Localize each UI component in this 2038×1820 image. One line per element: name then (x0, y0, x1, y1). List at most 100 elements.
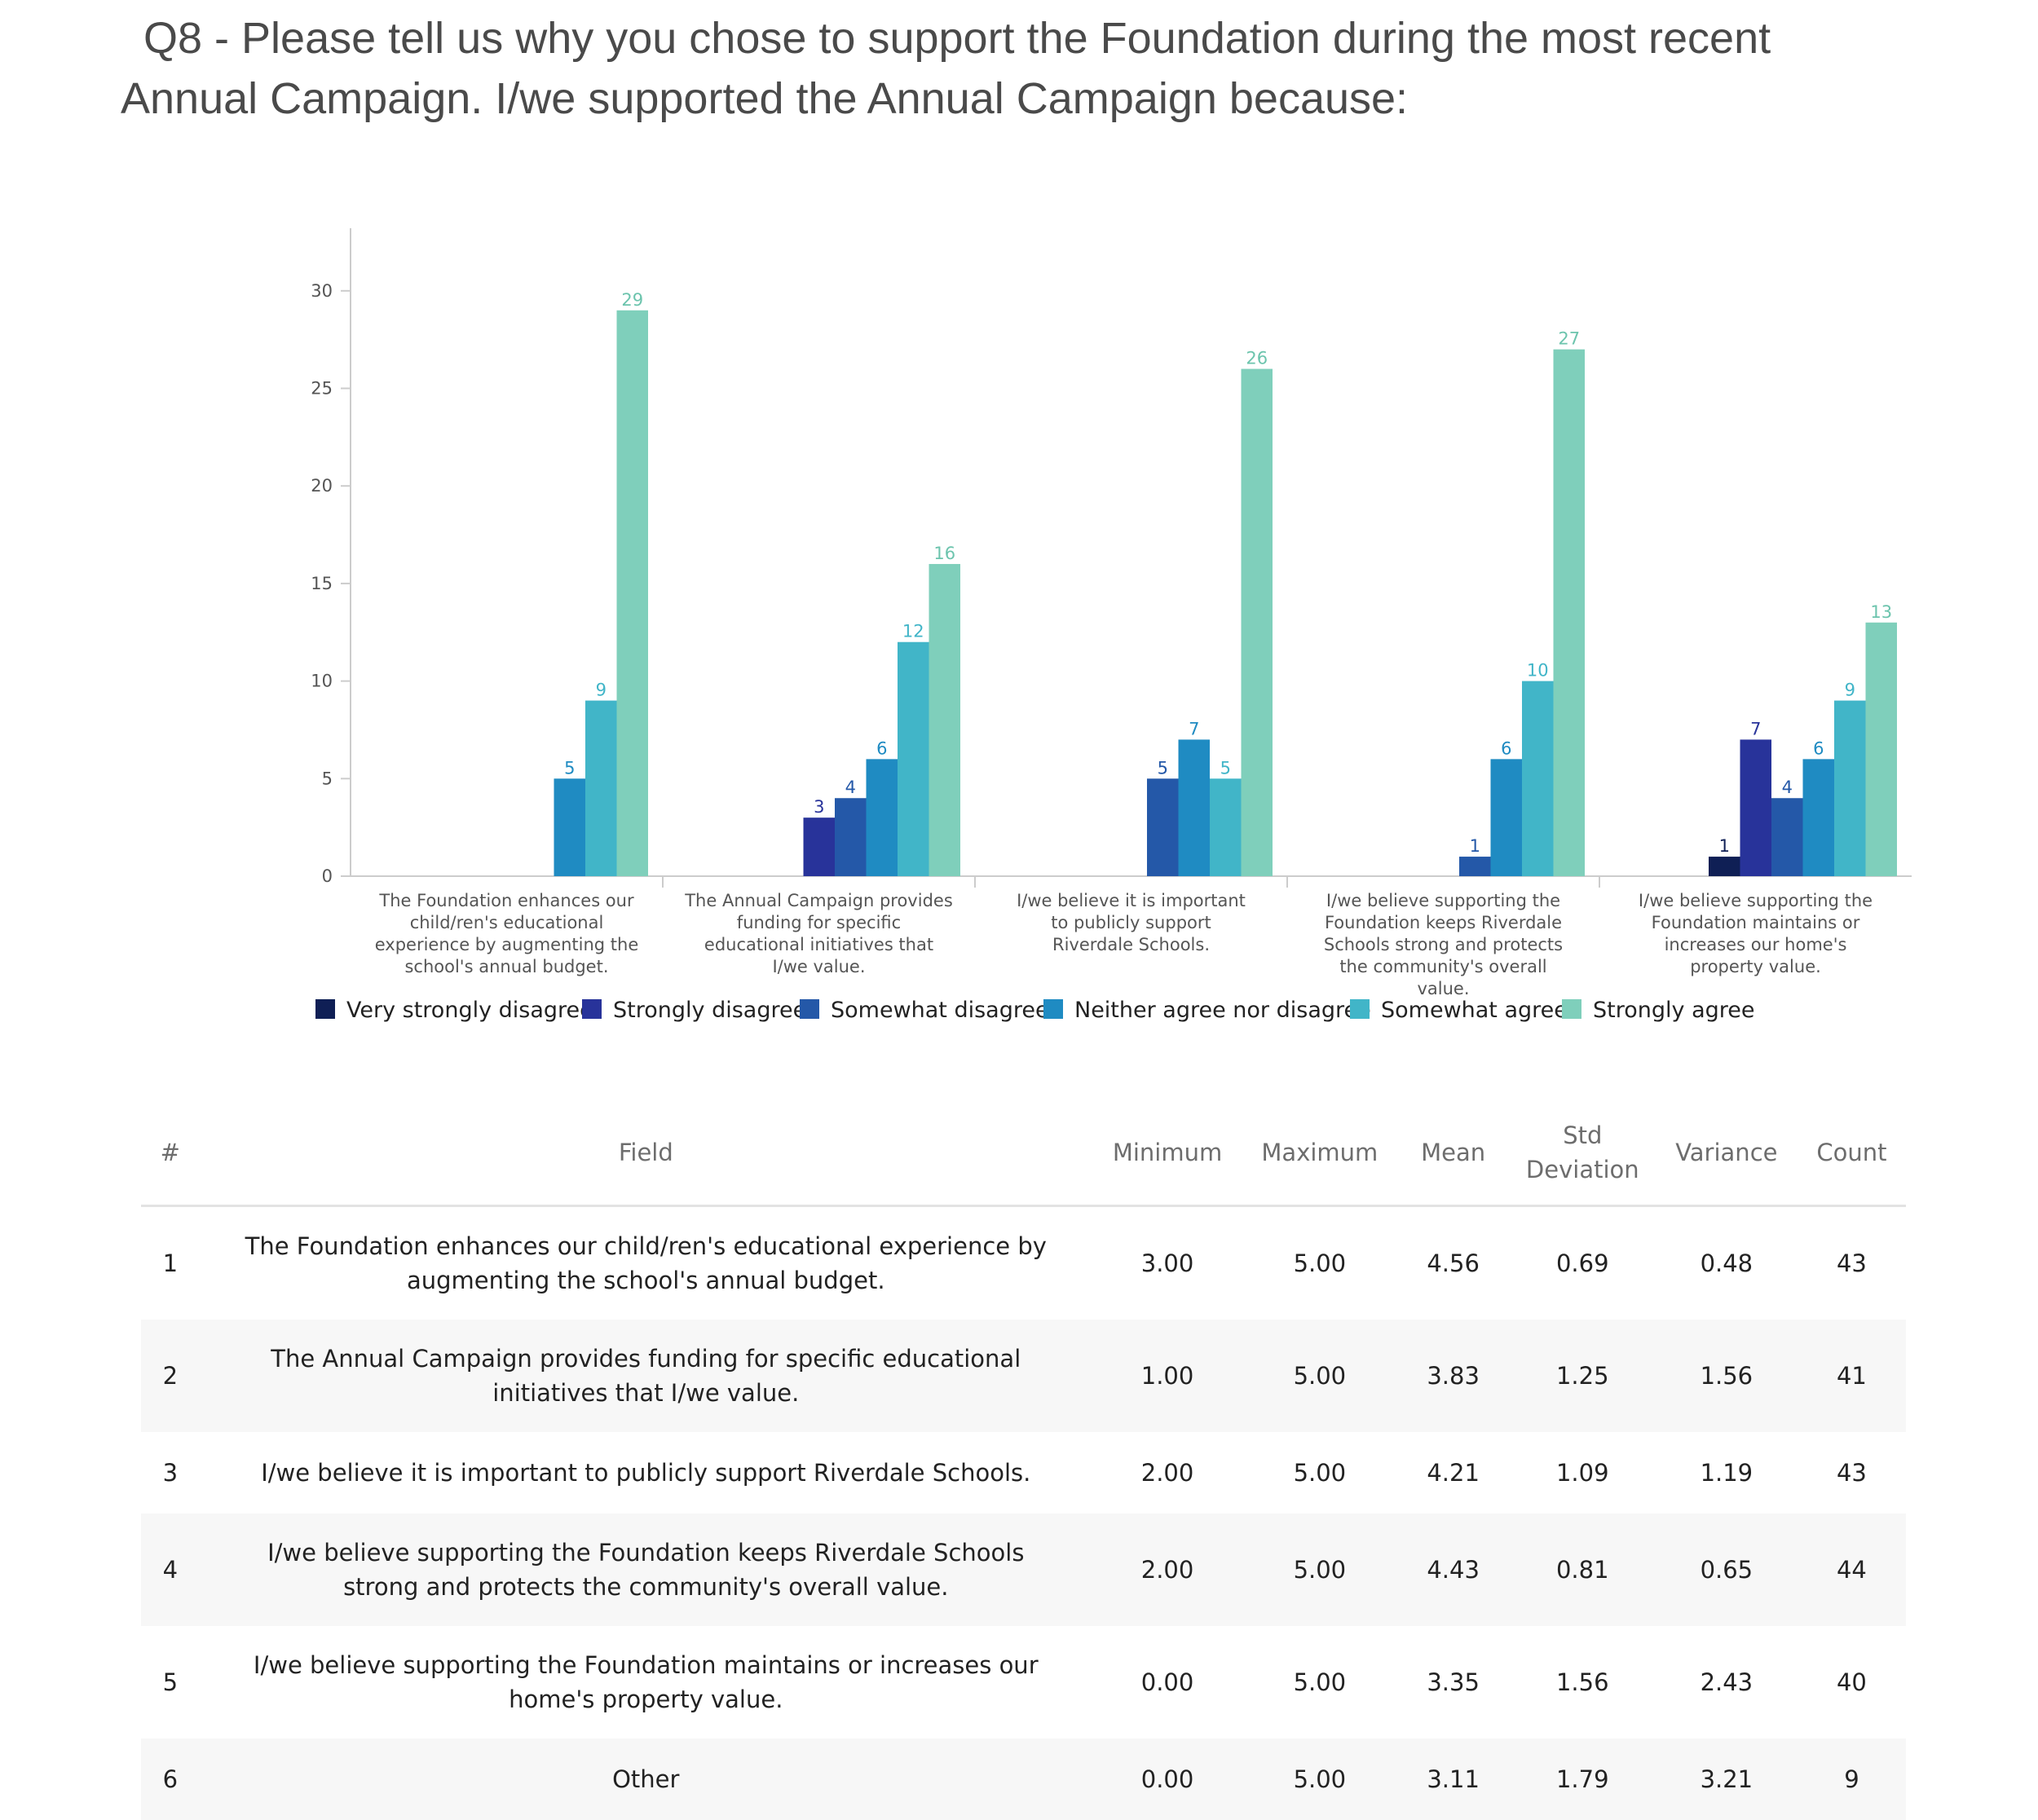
x-category-label-line: educational initiatives that (704, 935, 933, 954)
row-std-deviation: 1.56 (1555, 1668, 1609, 1696)
legend-swatch (582, 999, 602, 1019)
x-category-label-line: I/we believe supporting the (1639, 891, 1873, 910)
x-category-label-line: I/we believe it is important (1017, 891, 1246, 910)
row-count: 9 (1797, 1738, 1906, 1820)
row-field: The Foundation enhances our child/ren's … (245, 1232, 1047, 1294)
row-number: 1 (162, 1249, 179, 1277)
row-variance: 1.19 (1700, 1459, 1753, 1487)
legend-label: Somewhat disagree (831, 998, 1049, 1023)
bar-value-label: 9 (1845, 681, 1855, 700)
row-mean: 3.35 (1427, 1668, 1480, 1696)
legend-swatch (315, 999, 335, 1019)
bar (835, 798, 867, 876)
bar-value-label: 1 (1470, 836, 1480, 856)
row-std-deviation: 1.09 (1555, 1459, 1609, 1487)
header-std-line-2: Deviation (1525, 1156, 1639, 1183)
x-category-label-line: experience by augmenting the (375, 935, 639, 954)
row-variance: 3.21 (1655, 1738, 1798, 1820)
row-number: 2 (141, 1320, 200, 1432)
row-number: 6 (141, 1738, 200, 1820)
legend-swatch (1350, 999, 1370, 1019)
bar-value-label: 1 (1719, 836, 1730, 856)
row-count: 41 (1797, 1320, 1906, 1432)
row-field: I/we believe supporting the Foundation k… (199, 1514, 1092, 1626)
header-mean: Mean (1396, 1100, 1510, 1207)
row-maximum: 5.00 (1293, 1459, 1347, 1487)
legend-label: Somewhat agree (1381, 998, 1568, 1023)
table-header-row: # Field Minimum Maximum Mean Std Deviatio… (141, 1100, 1906, 1207)
x-category-label-line: I/we believe supporting the (1326, 891, 1560, 910)
header-std-line-1: Std (1563, 1122, 1603, 1149)
row-maximum: 5.00 (1242, 1738, 1397, 1820)
row-variance: 2.43 (1700, 1668, 1753, 1696)
header-count: Count (1797, 1100, 1906, 1207)
row-count: 40 (1836, 1668, 1867, 1696)
bar (1210, 778, 1242, 876)
bar-value-label: 13 (1870, 602, 1892, 622)
header-variance: Variance (1655, 1100, 1798, 1207)
row-std-deviation: 0.69 (1555, 1249, 1609, 1277)
x-category-label-line: Schools strong and protects (1324, 935, 1563, 954)
row-count: 44 (1797, 1514, 1906, 1626)
y-tick-label: 0 (322, 866, 333, 886)
y-tick-label: 5 (322, 769, 333, 788)
table-row: 3 I/we believe it is important to public… (141, 1432, 1906, 1514)
y-tick-label: 25 (311, 379, 333, 399)
row-field: I/we believe it is important to publicly… (261, 1459, 1031, 1487)
x-category-label-line: Foundation maintains or (1652, 913, 1860, 932)
row-std-deviation: 1.25 (1509, 1320, 1656, 1432)
row-mean: 3.83 (1396, 1320, 1510, 1432)
row-std-deviation: 1.79 (1509, 1738, 1656, 1820)
x-category-label-line: child/ren's educational (410, 913, 604, 932)
row-minimum: 0.00 (1140, 1668, 1194, 1696)
table-row: 5 I/we believe supporting the Foundation… (141, 1626, 1906, 1738)
row-mean: 4.21 (1427, 1459, 1480, 1487)
y-tick-label: 15 (311, 574, 333, 593)
row-field: The Annual Campaign provides funding for… (199, 1320, 1092, 1432)
bar-value-label: 10 (1527, 661, 1549, 681)
statistics-table: # Field Minimum Maximum Mean Std Deviatio… (141, 1100, 1906, 1820)
row-mean: 3.11 (1396, 1738, 1510, 1820)
x-category-label-line: property value. (1690, 957, 1821, 976)
bar (1490, 759, 1522, 876)
row-std-deviation: 0.81 (1509, 1514, 1656, 1626)
y-tick-label: 30 (311, 281, 333, 301)
bar (1865, 622, 1897, 876)
x-category-label-line: the community's overall (1339, 957, 1546, 976)
row-maximum: 5.00 (1242, 1320, 1397, 1432)
table-row: 6 Other 0.00 5.00 3.11 1.79 3.21 9 (141, 1738, 1906, 1820)
bar (866, 759, 898, 876)
bar (585, 700, 617, 876)
bar-value-label: 6 (1813, 738, 1824, 758)
row-maximum: 5.00 (1293, 1668, 1347, 1696)
legend-swatch (800, 999, 819, 1019)
bar-value-label: 26 (1246, 349, 1268, 368)
bar (1553, 349, 1585, 876)
x-category-label-line: increases our home's (1665, 935, 1847, 954)
row-variance: 1.56 (1655, 1320, 1798, 1432)
legend-swatch (1562, 999, 1581, 1019)
bar-value-label: 7 (1189, 719, 1199, 738)
bar-value-label: 12 (902, 622, 924, 641)
row-field: I/we believe supporting the Foundation m… (253, 1651, 1039, 1713)
row-maximum: 5.00 (1242, 1514, 1397, 1626)
x-category-label: I/we believe it is important to publicly … (1017, 891, 1246, 954)
x-category-label-line: to publicly support (1051, 913, 1211, 932)
x-category-label: The Annual Campaign provides funding for … (684, 891, 953, 976)
legend-label: Very strongly disagree (346, 998, 593, 1023)
bar (898, 641, 929, 876)
row-number: 5 (162, 1668, 179, 1696)
page-title-line-2: Annual Campaign. I/we supported the Annu… (121, 74, 1409, 123)
bar (1147, 778, 1179, 876)
page-title-line-1: Q8 - Please tell us why you chose to sup… (143, 14, 1771, 63)
bar (616, 310, 648, 876)
x-category-label-line: Foundation keeps Riverdale (1325, 913, 1562, 932)
x-category-label: The Foundation enhances our child/ren's e… (375, 891, 639, 976)
table-row: 1 The Foundation enhances our child/ren'… (141, 1206, 1906, 1320)
bar (1834, 700, 1866, 876)
page-title: Q8 - Please tell us why you chose to sup… (121, 8, 1963, 129)
bar (1771, 798, 1803, 876)
y-tick-label: 10 (311, 672, 333, 691)
legend-label: Neither agree nor disagree (1074, 998, 1371, 1023)
